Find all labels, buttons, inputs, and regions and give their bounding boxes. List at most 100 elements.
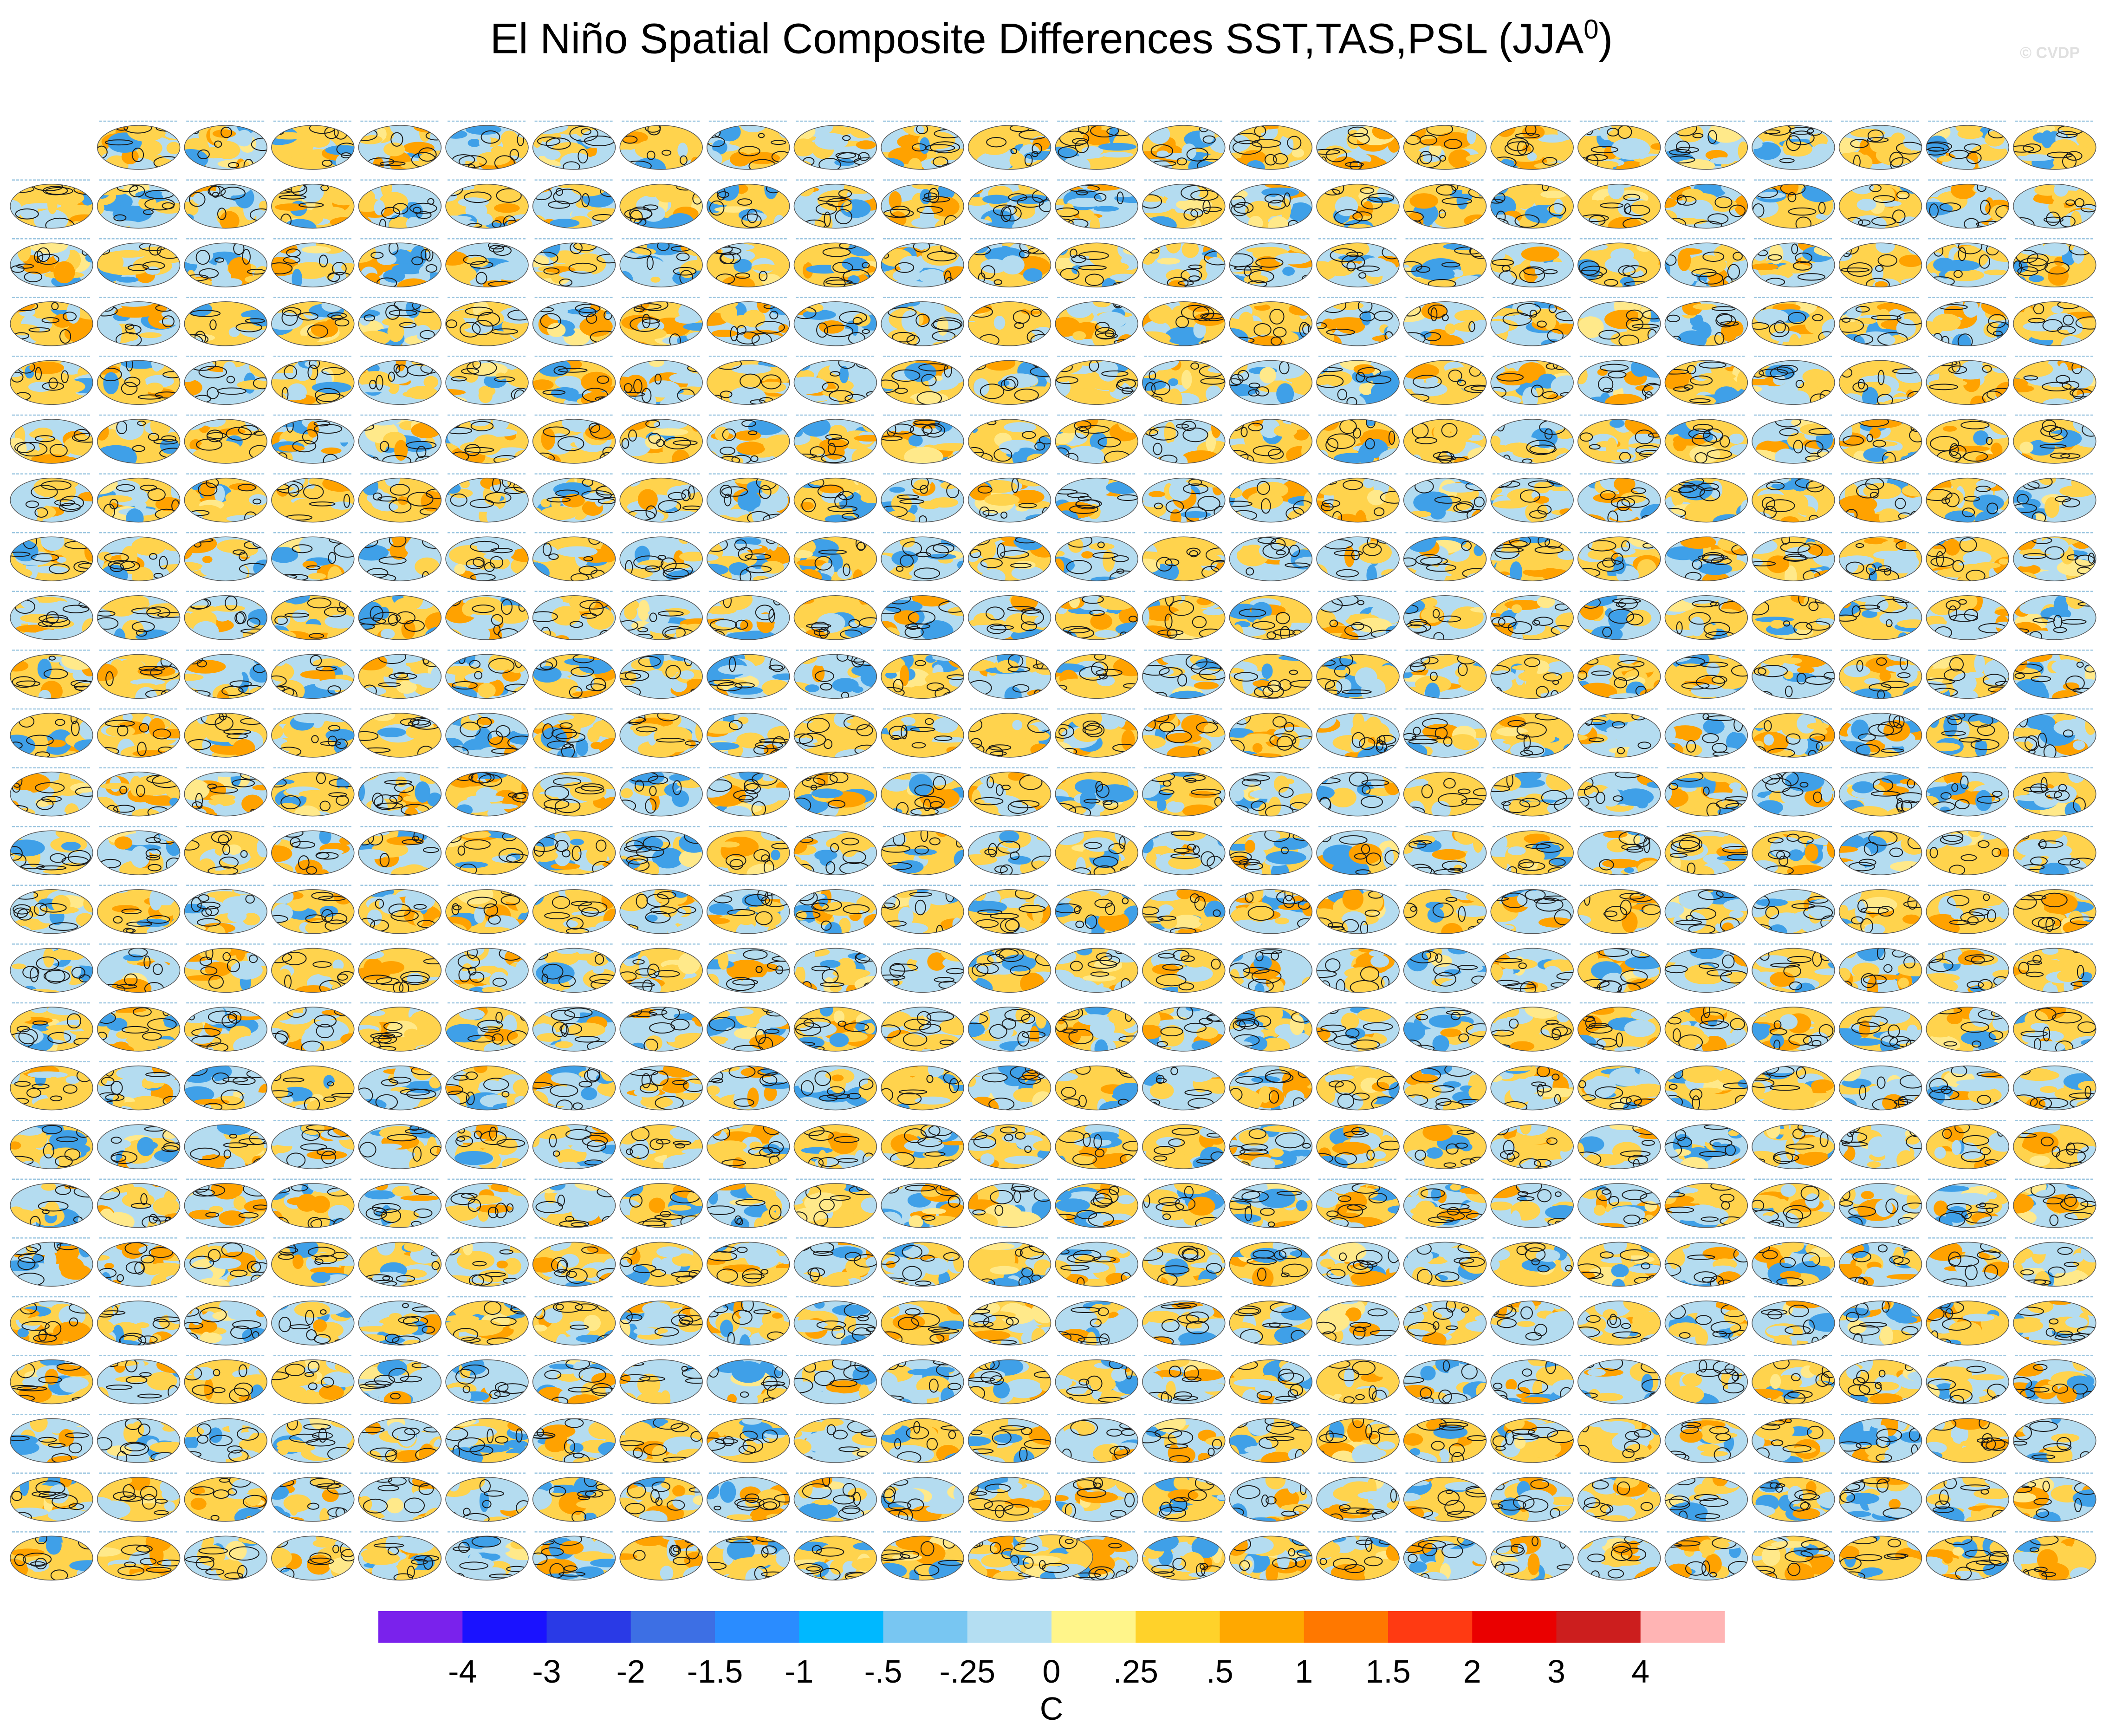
map-panel [2013,414,2097,464]
map-panel [1926,1119,2009,1169]
colorbar-units: C [1039,1690,1064,1727]
map-panel [1838,473,1922,523]
map-panel [358,473,442,523]
map-panel [1926,1472,2009,1522]
map-panel [619,1002,703,1052]
map-panel [1229,767,1313,817]
map-panel [1926,532,2009,581]
map-panel [184,414,267,464]
map-panel [1664,1296,1748,1346]
map-panel [1838,767,1922,817]
map-panel [97,1413,181,1463]
map-panel [967,120,1052,170]
map-panel [532,591,616,640]
map-panel-grid [10,120,2097,1581]
map-panel [707,1061,790,1111]
map-panel [532,1355,616,1404]
map-panel [1229,1413,1313,1463]
map-panel [184,532,267,581]
map-panel [1490,297,1574,346]
map-panel [184,826,267,875]
map-panel [1752,120,1835,170]
map-panel [97,473,181,523]
map-panel [1664,297,1748,346]
map-panel [358,650,442,699]
map-panel [2013,1178,2097,1228]
map-panel [793,1296,877,1346]
map-panel [1752,1413,1835,1463]
map-panel [1838,1296,1922,1346]
map-panel [445,1061,529,1111]
colorbar-tick-label: -1.5 [687,1653,743,1690]
map-panel [1055,1296,1138,1346]
map-panel [2013,767,2097,817]
map-panel [1316,1237,1400,1287]
map-panel [881,297,964,346]
map-panel [184,1002,267,1052]
map-panel [1577,414,1661,464]
map-panel [532,473,616,523]
map-panel [2013,473,2097,523]
map-panel [793,1061,877,1111]
map-panel [1055,708,1138,758]
map-panel [619,120,703,170]
map-panel [1142,826,1226,875]
map-panel [271,297,355,346]
map-panel [619,591,703,640]
map-panel [1055,1002,1138,1052]
map-panel [1664,1237,1748,1287]
map-panel [184,1472,267,1522]
map-panel [1142,884,1226,934]
map-panel [532,356,616,405]
map-panel [1577,532,1661,581]
map-panel [184,767,267,817]
map-panel [358,943,442,993]
map-panel [967,767,1052,817]
map-panel [1664,356,1748,405]
map-panel [1055,532,1138,581]
map-panel [881,356,964,405]
map-panel [1664,1413,1748,1463]
map-panel [881,1061,964,1111]
map-panel [967,356,1052,405]
map-panel [1577,708,1661,758]
map-panel [1577,238,1661,287]
map-panel [1055,826,1138,875]
map-panel [967,708,1052,758]
map-panel [1490,532,1574,581]
map-panel [1142,473,1226,523]
map-panel [1055,120,1138,170]
map-panel [1664,473,1748,523]
map-panel [1229,1296,1313,1346]
map-panel [1142,120,1226,170]
map-panel [532,414,616,464]
map-panel [1926,356,2009,405]
map-panel [1316,473,1400,523]
map-panel [358,1237,442,1287]
map-panel [1577,120,1661,170]
map-panel [619,943,703,993]
map-panel [1229,591,1313,640]
map-panel [967,532,1052,581]
map-panel [1316,708,1400,758]
map-panel [1752,1178,1835,1228]
map-panel [619,1531,703,1581]
map-panel [1926,1413,2009,1463]
map-panel [2013,1531,2097,1581]
colorbar-swatch [378,1611,463,1643]
map-panel [707,767,790,817]
map-panel [2013,591,2097,640]
map-panel [1142,1237,1226,1287]
map-panel [1055,1355,1138,1404]
map-panel [1055,1061,1138,1111]
map-panel [1926,1002,2009,1052]
colorbar-tick-label: -.5 [864,1653,902,1690]
map-panel [445,1413,529,1463]
map-panel [358,532,442,581]
map-panel [707,943,790,993]
map-panel [1490,356,1574,405]
map-panel [10,943,93,993]
map-panel [967,1355,1052,1404]
map-panel [358,297,442,346]
map-panel [1316,238,1400,287]
